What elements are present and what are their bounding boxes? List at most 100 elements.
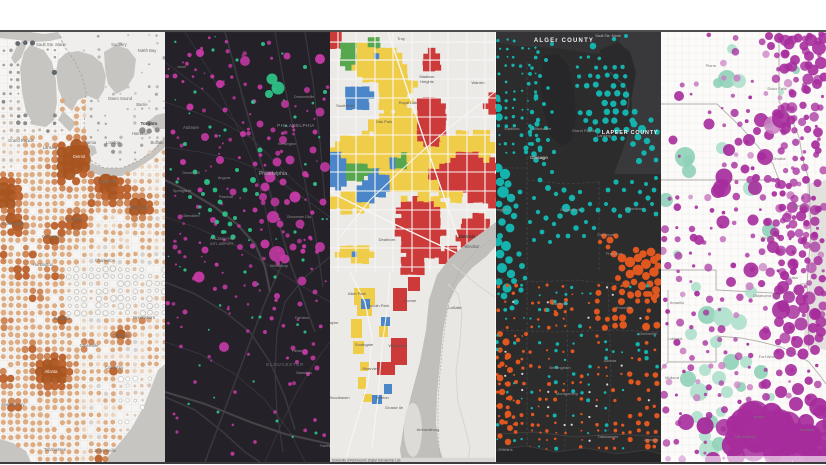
svg-text:Knoxville: Knoxville — [616, 304, 633, 309]
svg-text:Knoxville: Knoxville — [54, 315, 71, 320]
svg-text:Glenolden: Glenolden — [183, 214, 200, 218]
svg-text:Pitman: Pitman — [292, 348, 303, 352]
svg-text:Cincinnati: Cincinnati — [597, 231, 615, 236]
svg-text:Kensington: Kensington — [278, 142, 296, 146]
svg-text:Huntington: Huntington — [33, 261, 54, 266]
svg-text:LaSalle: LaSalle — [449, 304, 463, 309]
svg-text:Montgomery: Montgomery — [555, 390, 577, 395]
svg-text:Grand Rapids: Grand Rapids — [8, 138, 34, 143]
svg-text:Pierre: Pierre — [705, 63, 716, 68]
svg-text:Sarnia: Sarnia — [84, 140, 97, 145]
svg-text:Sault Ste. Marie: Sault Ste. Marie — [36, 42, 66, 47]
svg-text:Riverview: Riverview — [363, 365, 380, 370]
svg-text:Columbus: Columbus — [625, 206, 643, 211]
svg-text:Montgomery: Montgomery — [1, 401, 25, 406]
svg-text:Ecorse: Ecorse — [404, 297, 417, 302]
svg-text:Taylor: Taylor — [330, 319, 339, 324]
svg-text:Barrie: Barrie — [136, 102, 148, 107]
svg-text:Houston: Houston — [799, 426, 814, 431]
svg-text:Heights: Heights — [421, 79, 435, 84]
svg-text:ALGEr COUNTY: ALGEr COUNTY — [533, 38, 593, 44]
svg-text:Lansing: Lansing — [43, 145, 58, 150]
svg-text:Jacksonville: Jacksonville — [94, 447, 117, 452]
svg-text:Crescentville: Crescentville — [294, 95, 314, 99]
svg-text:GLOUCESTER: GLOUCESTER — [266, 361, 304, 366]
svg-text:Jackson: Jackson — [643, 436, 658, 441]
svg-text:Atlanta: Atlanta — [44, 368, 58, 373]
svg-text:Wyandotte: Wyandotte — [389, 342, 409, 347]
svg-text:Glassboro: Glassboro — [296, 370, 312, 374]
svg-text:Allen Park: Allen Park — [348, 290, 366, 295]
svg-text:Madison: Madison — [504, 126, 519, 131]
svg-text:PHILADELPHIA: PHILADELPHIA — [210, 236, 235, 240]
svg-text:Indianapolis: Indianapolis — [560, 207, 581, 212]
svg-text:Detroit: Detroit — [73, 154, 86, 159]
svg-text:Sault Ste. Marie: Sault Ste. Marie — [595, 34, 620, 38]
svg-text:Cincinnati: Cincinnati — [42, 233, 60, 238]
svg-text:Lincoln Park: Lincoln Park — [367, 302, 389, 307]
svg-text:Ardmore: Ardmore — [183, 125, 200, 130]
svg-text:...Orleans: ...Orleans — [496, 446, 513, 451]
svg-text:Drexel Hill: Drexel Hill — [183, 171, 200, 175]
svg-text:Austin: Austin — [753, 413, 764, 418]
svg-text:Wichita: Wichita — [760, 234, 774, 239]
svg-text:Warren: Warren — [472, 80, 485, 85]
svg-text:Trenton: Trenton — [376, 394, 390, 399]
svg-text:Royal Oak: Royal Oak — [399, 100, 418, 105]
svg-text:Windsor: Windsor — [465, 243, 481, 248]
svg-text:Pittsburgh: Pittsburgh — [130, 205, 150, 210]
svg-text:Atlanta: Atlanta — [603, 357, 616, 362]
svg-text:Columbus: Columbus — [66, 217, 85, 222]
svg-text:Columbia: Columbia — [105, 364, 123, 369]
svg-text:Dearborn: Dearborn — [379, 236, 396, 241]
svg-text:Angora: Angora — [218, 176, 231, 180]
svg-text:North Bay: North Bay — [138, 48, 158, 53]
svg-text:Greensboro: Greensboro — [133, 314, 156, 319]
svg-text:London: London — [106, 140, 121, 145]
svg-text:Oak Park: Oak Park — [376, 119, 393, 124]
svg-text:Grand Rapids: Grand Rapids — [571, 128, 596, 133]
svg-text:Toronto: Toronto — [141, 121, 158, 126]
svg-text:Philadelphia: Philadelphia — [259, 171, 287, 177]
svg-text:Tallahassee: Tallahassee — [597, 433, 619, 438]
svg-text:Fort Worth: Fort Worth — [758, 353, 777, 358]
svg-text:Detroit: Detroit — [459, 233, 475, 239]
svg-text:Amherstburg: Amherstburg — [417, 426, 440, 431]
svg-text:Springfield: Springfield — [496, 207, 509, 212]
svg-text:INT'L AIRPORT: INT'L AIRPORT — [210, 241, 234, 245]
svg-text:Chicago: Chicago — [530, 155, 548, 160]
svg-text:Charlotte: Charlotte — [112, 332, 130, 337]
svg-text:Southfield: Southfield — [337, 103, 355, 108]
svg-text:Omaha: Omaha — [772, 156, 786, 161]
svg-text:Frankli: Frankli — [320, 443, 331, 447]
svg-text:Grosse Ile: Grosse Ile — [385, 404, 404, 409]
svg-text:Hamilton: Hamilton — [132, 131, 149, 136]
svg-text:Southgate: Southgate — [355, 341, 374, 346]
svg-text:...town: ...town — [175, 65, 186, 69]
svg-text:Tulsa: Tulsa — [788, 274, 798, 279]
svg-text:Woodbury: Woodbury — [270, 262, 288, 267]
svg-text:Chicago: Chicago — [531, 155, 546, 160]
svg-text:Tallahassee: Tallahassee — [44, 446, 67, 451]
svg-text:Indianapolis: Indianapolis — [2, 221, 24, 226]
svg-text:Greenville: Greenville — [639, 330, 658, 335]
svg-text:Lubbock: Lubbock — [667, 335, 682, 340]
svg-text:University of Richmond's Digit: University of Richmond's Digital Scholar… — [332, 458, 401, 462]
svg-text:Owen Sound: Owen Sound — [108, 96, 133, 101]
svg-text:Topeka: Topeka — [791, 203, 805, 208]
svg-text:Paschall: Paschall — [219, 195, 233, 199]
svg-text:Cleveland: Cleveland — [98, 179, 117, 184]
svg-text:Fairview: Fairview — [295, 315, 309, 319]
svg-text:Charleston: Charleston — [95, 257, 116, 262]
svg-text:Lansing: Lansing — [597, 133, 611, 138]
svg-text:LAPEER COUNTY: LAPEER COUNTY — [601, 130, 657, 136]
svg-text:Troy: Troy — [397, 36, 405, 41]
svg-text:Oklahoma City: Oklahoma City — [753, 292, 779, 297]
svg-text:Birmingham: Birmingham — [549, 364, 571, 369]
svg-text:Gloucester City: Gloucester City — [287, 215, 312, 219]
svg-text:Greenville: Greenville — [80, 342, 100, 347]
svg-text:San Antonio: San Antonio — [734, 433, 756, 438]
svg-text:Frankfort: Frankfort — [606, 250, 623, 255]
svg-text:Sudbury: Sudbury — [111, 42, 128, 47]
svg-text:Springfield: Springfield — [173, 189, 191, 193]
